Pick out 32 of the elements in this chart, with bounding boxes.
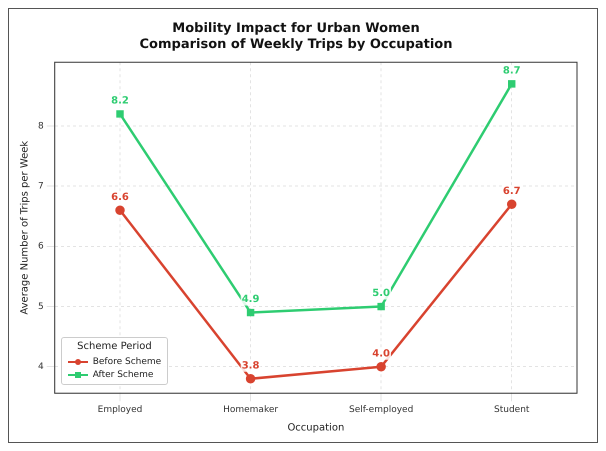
x-tick-label: Homemaker bbox=[223, 404, 278, 415]
legend-title: Scheme Period bbox=[76, 341, 153, 352]
legend-label: Before Scheme bbox=[92, 356, 162, 367]
y-tick-label: 5 bbox=[38, 302, 44, 312]
point bbox=[246, 308, 254, 316]
data-label: 3.8 bbox=[242, 360, 260, 372]
y-tick-label: 6 bbox=[38, 242, 44, 252]
data-label: 6.7 bbox=[502, 186, 521, 197]
data-label: 8.7 bbox=[502, 65, 521, 76]
point bbox=[246, 374, 256, 384]
legend-label: After Scheme bbox=[92, 370, 154, 380]
point bbox=[116, 110, 124, 118]
data-label: 8.2 bbox=[111, 96, 129, 107]
data-label: 4.0 bbox=[372, 348, 390, 360]
chart-title: Mobility Impact for Urban Women bbox=[172, 21, 420, 36]
y-tick-label: 4 bbox=[38, 362, 44, 372]
point bbox=[115, 206, 125, 215]
point bbox=[508, 80, 516, 88]
point bbox=[506, 199, 516, 209]
x-tick-label: Student bbox=[494, 404, 530, 415]
x-tick-label: Self-employed bbox=[349, 404, 414, 415]
y-tick-label: 8 bbox=[38, 121, 44, 132]
chart-subtitle: Comparison of Weekly Trips by Occupation bbox=[140, 36, 452, 52]
data-label: 4.9 bbox=[242, 294, 260, 306]
x-tick-label: Employed bbox=[98, 404, 142, 415]
point bbox=[377, 302, 385, 310]
point bbox=[376, 362, 386, 372]
data-label: 5.0 bbox=[372, 288, 390, 300]
y-tick-label: 7 bbox=[38, 182, 44, 192]
x-axis-title: Occupation bbox=[287, 422, 344, 434]
y-axis-title: Average Number of Trips per Week bbox=[20, 140, 31, 315]
data-label: 6.6 bbox=[111, 192, 129, 203]
